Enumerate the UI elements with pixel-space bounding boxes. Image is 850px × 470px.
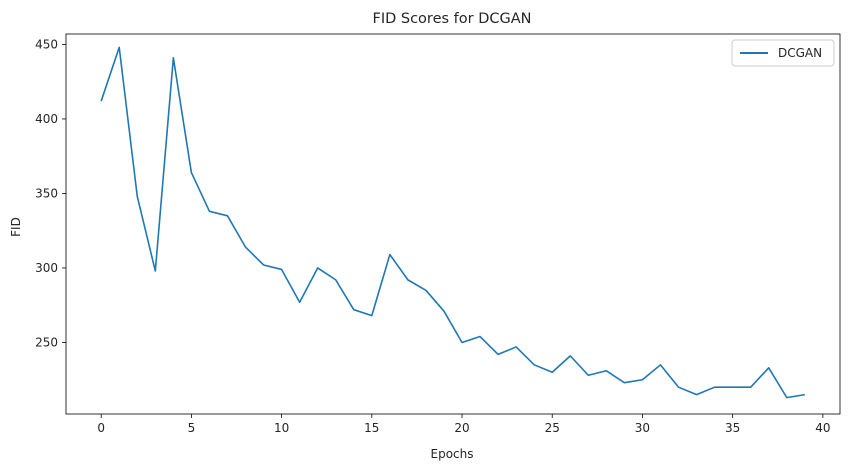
y-tick-label: 450 <box>35 37 58 51</box>
x-tick-label: 10 <box>274 421 289 435</box>
x-tick-label: 15 <box>364 421 379 435</box>
legend-box <box>731 39 835 67</box>
legend-label-dcgan: DCGAN <box>778 46 822 60</box>
x-tick-label: 20 <box>454 421 469 435</box>
y-axis-title: FID <box>9 217 23 237</box>
x-axis-title: Epochs <box>431 447 474 461</box>
y-tick-label: 250 <box>35 335 58 349</box>
x-tick-label: 40 <box>815 421 830 435</box>
x-tick-label: 5 <box>188 421 196 435</box>
x-tick-label: 35 <box>725 421 740 435</box>
x-tick-label: 25 <box>545 421 560 435</box>
x-tick-label: 30 <box>635 421 650 435</box>
y-tick-label: 350 <box>35 186 58 200</box>
y-tick-label: 300 <box>35 261 58 275</box>
legend: DCGAN <box>731 39 835 67</box>
axes-frame <box>65 33 841 415</box>
x-tick-label: 0 <box>97 421 105 435</box>
chart-title: FID Scores for DCGAN <box>372 11 531 27</box>
y-tick-label: 400 <box>35 112 58 126</box>
plot-area: 0 5 10 15 20 25 30 35 40 250 300 350 400 450 <box>35 33 841 435</box>
series-line-dcgan <box>100 46 805 399</box>
